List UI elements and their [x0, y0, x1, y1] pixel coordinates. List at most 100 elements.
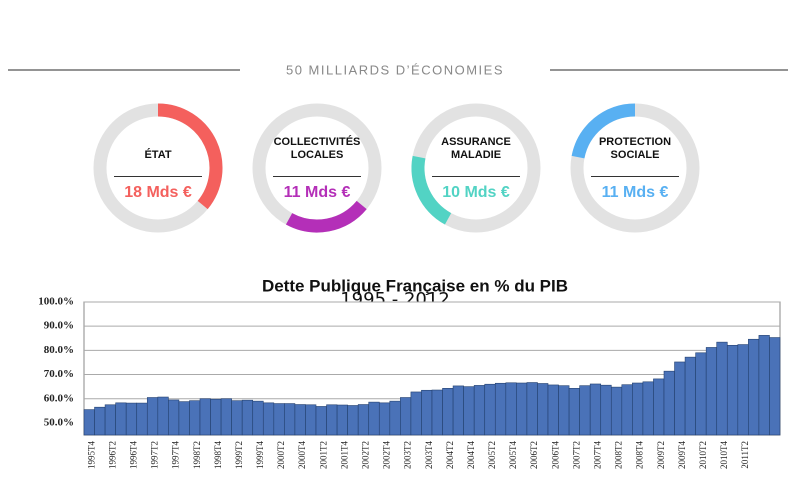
donut-arc	[157, 103, 223, 210]
x-tick-label: 1998T4	[213, 441, 223, 469]
bar	[357, 404, 370, 436]
bar	[494, 382, 507, 436]
bar	[326, 404, 338, 436]
bar	[663, 370, 675, 436]
y-tick-label: 100.0%	[38, 296, 74, 308]
bar	[262, 402, 275, 436]
bar	[378, 402, 391, 436]
bar	[674, 361, 686, 436]
x-tick-label: 2011T2	[740, 441, 750, 469]
bar	[473, 385, 486, 436]
donut-label: PROTECTION SOCIALE	[598, 136, 672, 161]
separator	[432, 176, 520, 177]
bar	[199, 398, 211, 436]
x-tick-label: 2006T2	[529, 441, 539, 469]
bar	[547, 384, 559, 436]
bar	[136, 402, 148, 436]
donut-label: ÉTAT	[144, 149, 172, 161]
bar	[600, 384, 612, 436]
bar	[463, 386, 475, 436]
donut-value: 11 Mds €	[283, 184, 351, 201]
x-tick-label: 2005T4	[508, 441, 518, 469]
bar	[769, 337, 781, 436]
x-tick-label: 2008T2	[614, 441, 624, 469]
bar	[705, 347, 718, 436]
bar	[505, 382, 517, 436]
x-tick-label: 2010T2	[698, 441, 708, 469]
donut-label: ASSURANCE MALADIE	[441, 136, 511, 161]
donut-arc	[411, 155, 452, 225]
x-tick-label: 2005T2	[487, 441, 497, 469]
bar	[347, 405, 359, 436]
bar	[726, 344, 739, 436]
y-tick-label: 70.0%	[44, 368, 74, 380]
bar	[737, 344, 749, 436]
x-tick-label: 1999T2	[234, 441, 244, 469]
y-tick-label: 60.0%	[44, 392, 74, 404]
bar	[157, 396, 169, 436]
y-tick-label: 90.0%	[44, 320, 74, 332]
bar	[695, 352, 707, 436]
x-tick-label: 1999T4	[255, 441, 265, 469]
donut-value: 11 Mds €	[601, 184, 669, 201]
bar	[220, 398, 232, 436]
bar	[431, 389, 443, 436]
bar	[452, 385, 464, 436]
y-tick-label: 50.0%	[44, 416, 74, 428]
x-tick-label: 2002T2	[361, 441, 371, 469]
x-tick-label: 2007T2	[571, 441, 581, 469]
donut-label: COLLECTIVITÉS LOCALES	[273, 136, 361, 161]
donut-arc	[285, 200, 367, 233]
y-tick-label: 80.0%	[44, 344, 74, 356]
x-tick-label: 2004T4	[466, 441, 476, 469]
donut-title: 50 MILLIARDS D’ÉCONOMIES	[286, 62, 504, 77]
bar	[189, 400, 201, 436]
bar	[684, 356, 696, 436]
bar	[168, 399, 180, 436]
bar	[294, 404, 306, 436]
bar	[579, 385, 591, 436]
x-tick-label: 2010T4	[719, 441, 729, 469]
bar	[336, 404, 348, 436]
bar	[231, 400, 243, 436]
donut-arc	[571, 103, 636, 159]
bar	[94, 406, 106, 436]
bar	[104, 404, 116, 436]
bar	[389, 400, 401, 436]
donut-value: 10 Mds €	[442, 184, 510, 201]
x-tick-label: 1996T2	[107, 441, 117, 469]
x-tick-label: 2009T4	[677, 441, 687, 469]
bar	[442, 388, 454, 436]
bar	[653, 378, 665, 436]
bar	[632, 382, 644, 436]
bar	[210, 398, 222, 436]
bar	[610, 386, 623, 436]
bar	[716, 341, 728, 436]
chart-title: Dette Publique Française en % du PIB	[262, 276, 568, 295]
bar	[315, 406, 327, 436]
bar	[284, 403, 296, 436]
bar	[305, 404, 317, 436]
bar	[273, 403, 285, 436]
bar	[568, 388, 580, 436]
bar	[421, 389, 433, 436]
x-tick-label: 2003T4	[424, 441, 434, 469]
bar	[589, 383, 602, 436]
x-tick-label: 2001T4	[339, 441, 349, 469]
x-tick-label: 2008T4	[635, 441, 645, 469]
bar	[400, 397, 412, 436]
x-tick-label: 1998T2	[192, 441, 202, 469]
bar	[241, 399, 254, 436]
separator	[591, 176, 679, 177]
x-tick-label: 2002T4	[382, 441, 392, 469]
x-tick-label: 1997T4	[171, 441, 181, 469]
x-tick-label: 1995T4	[86, 441, 96, 469]
bar	[621, 384, 633, 436]
bar	[758, 335, 770, 436]
x-tick-label: 1996T4	[129, 441, 139, 469]
separator	[273, 176, 361, 177]
x-tick-label: 2006T4	[550, 441, 560, 469]
bar	[516, 382, 528, 436]
